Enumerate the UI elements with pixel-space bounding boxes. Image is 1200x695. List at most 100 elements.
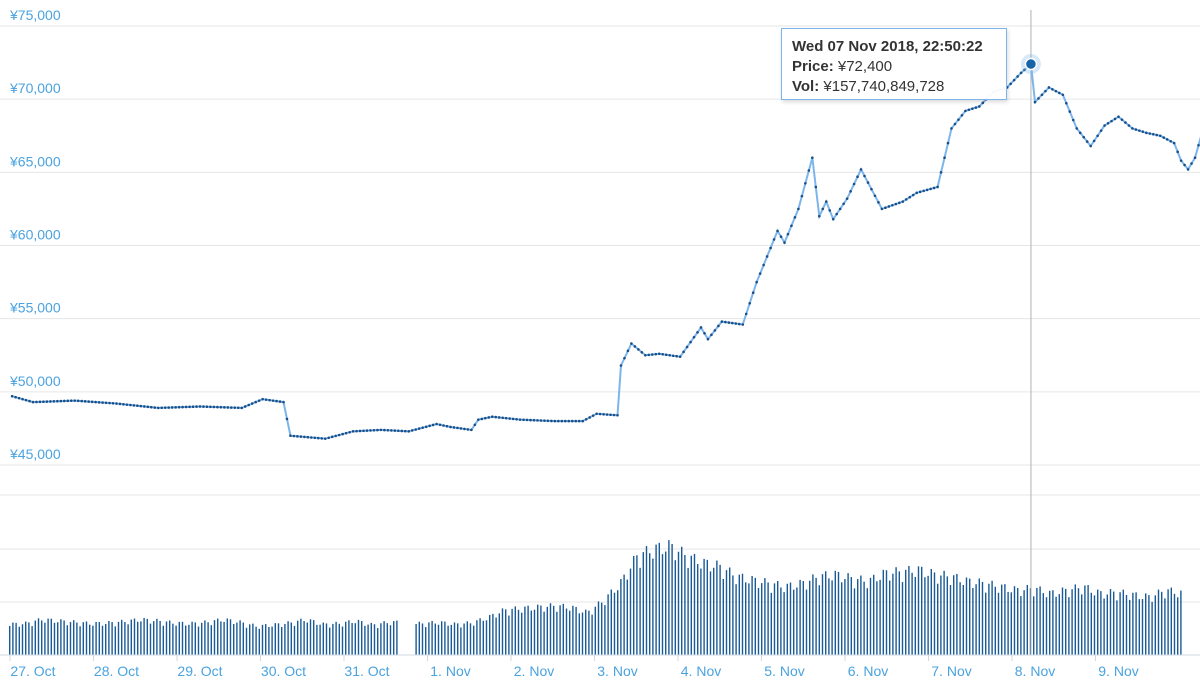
volume-bar: [1026, 584, 1028, 655]
volume-bar: [684, 555, 686, 655]
price-point: [1103, 124, 1106, 127]
price-point: [480, 417, 484, 421]
volume-bar: [357, 619, 360, 655]
volume-bar: [201, 622, 203, 655]
price-point: [240, 406, 244, 410]
volume-bar: [978, 578, 980, 655]
volume-bar: [844, 579, 846, 655]
volume-bar: [140, 621, 142, 655]
volume-bar: [137, 621, 139, 655]
volume-bar: [927, 575, 929, 655]
price-point: [1040, 93, 1044, 97]
price-point: [769, 246, 772, 250]
price-point: [348, 430, 351, 434]
volume-bar: [495, 617, 497, 655]
price-point: [713, 329, 717, 332]
volume-bar: [757, 587, 760, 655]
price-point: [188, 405, 191, 409]
volume-bar: [300, 618, 302, 655]
volume-bar: [1154, 595, 1156, 655]
price-point: [1183, 163, 1186, 167]
price-point: [1047, 86, 1051, 89]
volume-bar: [95, 621, 97, 655]
price-point: [327, 436, 331, 440]
volume-bar: [591, 614, 593, 655]
price-point: [410, 429, 414, 432]
price-point: [205, 405, 209, 409]
price-point: [42, 400, 45, 404]
volume-bar: [617, 590, 619, 655]
price-point: [1179, 159, 1183, 162]
gridlines: [0, 25, 1200, 603]
price-point: [678, 355, 682, 359]
price-point: [1051, 87, 1054, 91]
volume-bar: [735, 584, 737, 655]
price-point: [1138, 129, 1141, 132]
volume-bar: [37, 618, 40, 655]
volume-bar: [546, 606, 548, 655]
volume-bar: [802, 581, 804, 655]
price-point: [873, 194, 877, 198]
volume-bar: [636, 555, 638, 655]
volume-bar: [597, 601, 600, 655]
price-point: [880, 207, 884, 211]
volume-bar: [821, 574, 824, 655]
price-point: [449, 425, 452, 429]
price-point: [706, 337, 710, 341]
price-point: [824, 200, 828, 203]
price-point: [863, 174, 866, 178]
volume-bar: [850, 577, 852, 655]
tooltip-price: Price: ¥72,400: [792, 57, 996, 77]
price-point: [365, 429, 369, 432]
volume-bar: [117, 621, 120, 655]
volume-bar: [1090, 592, 1092, 655]
price-point: [386, 428, 390, 432]
price-point: [971, 107, 974, 110]
volume-bar: [431, 620, 433, 655]
price-point: [470, 428, 473, 432]
price-point: [230, 406, 233, 409]
volume-bar: [85, 621, 88, 655]
volume-bar: [517, 609, 520, 655]
volume-bar: [101, 625, 104, 655]
volume-bar: [258, 628, 260, 655]
volume-bar: [748, 583, 750, 655]
price-point: [369, 429, 372, 432]
price-point: [898, 201, 901, 205]
price-point: [957, 118, 960, 121]
volume-bar: [293, 625, 296, 655]
price-point: [894, 202, 898, 206]
volume-bar: [578, 613, 580, 655]
price-point: [804, 182, 807, 185]
price-point: [383, 428, 386, 432]
volume-bar: [31, 626, 33, 655]
volume-bar: [354, 623, 356, 655]
hover-point[interactable]: [1024, 57, 1038, 71]
price-point: [696, 331, 699, 334]
volume-bar: [460, 627, 462, 655]
price-point: [591, 414, 595, 417]
price-point: [737, 322, 741, 326]
volume-bar: [1036, 587, 1038, 655]
price-point: [748, 302, 752, 305]
hover-marker: [1020, 54, 1041, 75]
volume-bar: [633, 555, 635, 655]
price-point: [1131, 127, 1134, 130]
volume-bar: [1081, 594, 1083, 655]
price-point: [588, 416, 591, 419]
price-point: [511, 417, 515, 421]
volume-bar: [873, 574, 875, 655]
volume-bar: [364, 625, 366, 655]
volume-bar: [815, 577, 817, 655]
price-point: [960, 113, 964, 117]
price-point: [529, 418, 532, 422]
volume-bar: [1023, 590, 1025, 655]
volume-bar: [626, 579, 628, 655]
price-point: [49, 400, 52, 403]
volume-bar: [66, 625, 68, 655]
price-point: [167, 406, 170, 409]
y-axis-labels: ¥45,000 ¥50,000 ¥55,000 ¥60,000 ¥65,000 ¥70,0…: [9, 7, 61, 462]
volume-bar: [972, 587, 974, 655]
price-point: [964, 109, 967, 113]
volume-bar: [469, 623, 472, 655]
